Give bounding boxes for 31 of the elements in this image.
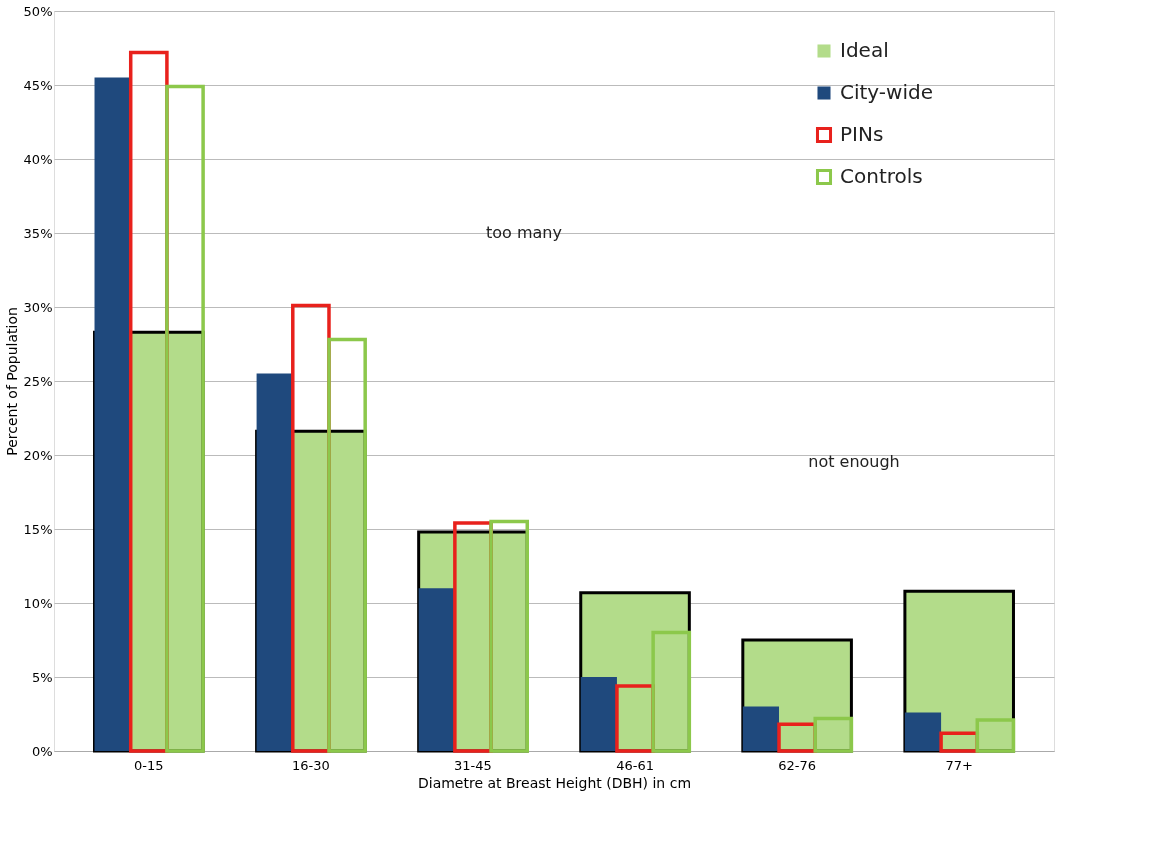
x-tick-label: 31-45: [454, 757, 492, 773]
x-tick-label: 16-30: [292, 757, 330, 773]
y-tick-label: 50%: [23, 3, 53, 19]
bar: [904, 712, 942, 751]
y-tick-label: 5%: [31, 669, 53, 685]
legend-label: City-wide: [840, 80, 933, 104]
y-tick-label: 20%: [23, 447, 53, 463]
y-tick-label: 30%: [23, 299, 53, 315]
x-tick-label: 0-15: [134, 757, 164, 773]
annotation: not enough: [808, 452, 900, 472]
y-tick-label: 45%: [23, 77, 53, 93]
bar: [742, 706, 780, 751]
y-axis-title: Percent of Population: [3, 307, 20, 456]
x-tick-label: 46-61: [616, 757, 654, 773]
bar: [418, 588, 455, 751]
bar: [256, 373, 293, 751]
y-tick-label: 25%: [23, 373, 53, 389]
y-tick-label: 40%: [23, 151, 53, 167]
x-tick-label: 77+: [945, 757, 973, 773]
y-tick-label: 0%: [31, 743, 53, 759]
legend-label: Controls: [840, 164, 923, 188]
legend-label: Ideal: [840, 38, 889, 62]
y-tick-label: 10%: [23, 595, 53, 611]
legend-label: PINs: [840, 122, 884, 146]
bar: [94, 77, 131, 751]
y-tick-label: 35%: [23, 225, 53, 241]
bar: [580, 677, 617, 751]
y-tick-label: 15%: [23, 521, 53, 537]
x-axis-title: Diametre at Breast Height (DBH) in cm: [417, 774, 692, 791]
annotation: too many: [486, 223, 562, 242]
x-tick-label: 62-76: [778, 757, 816, 773]
